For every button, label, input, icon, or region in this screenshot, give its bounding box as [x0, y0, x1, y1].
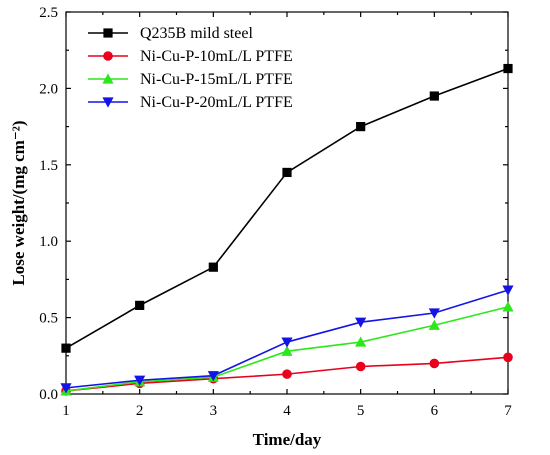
- plot-frame: [65, 11, 509, 395]
- data-point: [503, 352, 513, 363]
- legend-label: Ni-Cu-P-20mL/L PTFE: [140, 94, 293, 111]
- data-point: [281, 337, 293, 348]
- legend-item: Q235B mild steel: [88, 25, 253, 42]
- data-point: [502, 285, 514, 296]
- y-tick-label: 1.5: [39, 158, 58, 174]
- data-point: [208, 262, 218, 272]
- data-point: [503, 63, 513, 74]
- data-point: [282, 369, 292, 379]
- y-tick-label: 2.0: [39, 81, 58, 97]
- legend-item: Ni-Cu-P-20mL/L PTFE: [88, 94, 293, 111]
- data-point: [134, 375, 146, 386]
- data-point: [207, 371, 219, 382]
- series-4: [60, 285, 514, 394]
- data-point: [282, 167, 292, 178]
- y-tick-label: 0.5: [39, 311, 58, 327]
- series-1: [61, 63, 513, 353]
- legend-item: Ni-Cu-P-15mL/L PTFE: [88, 71, 293, 88]
- plot-area: [65, 11, 509, 395]
- legend-marker: [103, 51, 113, 61]
- x-tick-label: 1: [62, 403, 70, 419]
- data-point: [429, 91, 439, 101]
- data-point: [355, 361, 366, 372]
- y-tick-label: 2.5: [39, 5, 58, 21]
- data-point: [281, 345, 293, 356]
- data-point: [355, 336, 367, 347]
- legend: Q235B mild steel Ni-Cu-P-10mL/L PTFE Ni-Cu…: [88, 25, 293, 111]
- y-axis: 0.0 0.5 1.0 1.5 2.0 2.5: [39, 5, 508, 403]
- x-axis-title: Time/day: [253, 430, 322, 449]
- legend-marker: [102, 97, 114, 108]
- series-layer: [60, 63, 514, 396]
- y-tick-label: 0.0: [39, 387, 58, 403]
- data-point: [356, 122, 366, 132]
- y-tick-label: 1.0: [39, 234, 58, 250]
- x-tick-label: 4: [283, 403, 291, 419]
- legend-item: Ni-Cu-P-10mL/L PTFE: [88, 48, 293, 65]
- y-axis-title: Lose weight/(mg cm⁻²): [9, 120, 28, 285]
- x-tick-label: 7: [504, 403, 512, 419]
- data-point: [135, 300, 145, 310]
- data-point: [355, 317, 367, 328]
- legend-label: Q235B mild steel: [140, 25, 253, 42]
- legend-label: Ni-Cu-P-10mL/L PTFE: [140, 48, 293, 65]
- x-tick-label: 5: [357, 403, 365, 419]
- data-point: [429, 358, 440, 369]
- data-point: [428, 308, 440, 319]
- x-tick-label: 3: [210, 403, 218, 419]
- x-tick-label: 2: [136, 403, 144, 419]
- data-point: [60, 383, 72, 394]
- x-axis: 1 2 3 4 5 6 7: [62, 12, 512, 419]
- legend-marker: [102, 73, 114, 84]
- legend-marker: [103, 28, 113, 38]
- data-point: [61, 343, 71, 353]
- x-tick-label: 6: [431, 403, 439, 419]
- data-point: [428, 319, 440, 330]
- data-point: [502, 301, 514, 312]
- legend-label: Ni-Cu-P-15mL/L PTFE: [140, 71, 293, 88]
